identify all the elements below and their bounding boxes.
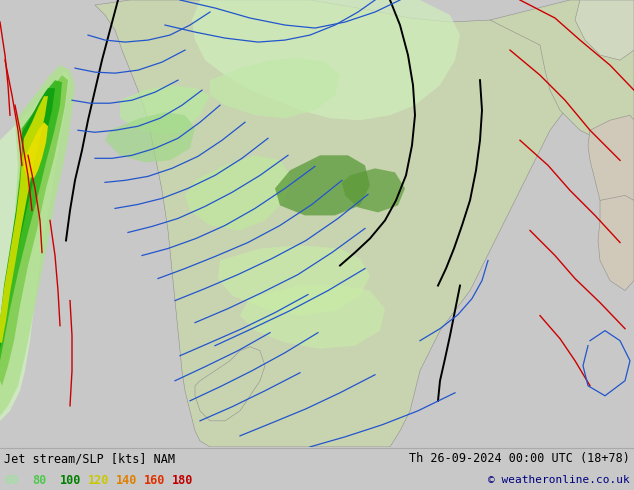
Polygon shape <box>0 80 62 361</box>
Polygon shape <box>218 245 370 316</box>
Polygon shape <box>575 0 634 60</box>
Polygon shape <box>490 0 634 140</box>
Polygon shape <box>95 0 570 447</box>
Polygon shape <box>120 85 210 135</box>
Polygon shape <box>0 88 55 349</box>
Text: 100: 100 <box>60 474 81 487</box>
Polygon shape <box>342 169 405 213</box>
Polygon shape <box>0 75 68 386</box>
Text: 120: 120 <box>88 474 110 487</box>
Polygon shape <box>0 65 75 416</box>
Polygon shape <box>240 286 385 349</box>
Polygon shape <box>24 122 48 178</box>
Text: 60: 60 <box>4 474 18 487</box>
Text: Jet stream/SLP [kts] NAM: Jet stream/SLP [kts] NAM <box>4 452 175 465</box>
Polygon shape <box>588 115 634 216</box>
Text: 160: 160 <box>144 474 165 487</box>
Text: 140: 140 <box>116 474 138 487</box>
Polygon shape <box>210 58 340 118</box>
Polygon shape <box>105 112 195 162</box>
Text: 180: 180 <box>172 474 193 487</box>
Polygon shape <box>195 347 265 421</box>
Text: © weatheronline.co.uk: © weatheronline.co.uk <box>488 475 630 485</box>
Text: Th 26-09-2024 00:00 UTC (18+78): Th 26-09-2024 00:00 UTC (18+78) <box>409 452 630 465</box>
Polygon shape <box>275 155 370 216</box>
Polygon shape <box>598 196 634 291</box>
Polygon shape <box>192 0 460 120</box>
Polygon shape <box>0 96 48 343</box>
Polygon shape <box>185 155 290 230</box>
Text: 80: 80 <box>32 474 46 487</box>
Polygon shape <box>0 70 70 421</box>
